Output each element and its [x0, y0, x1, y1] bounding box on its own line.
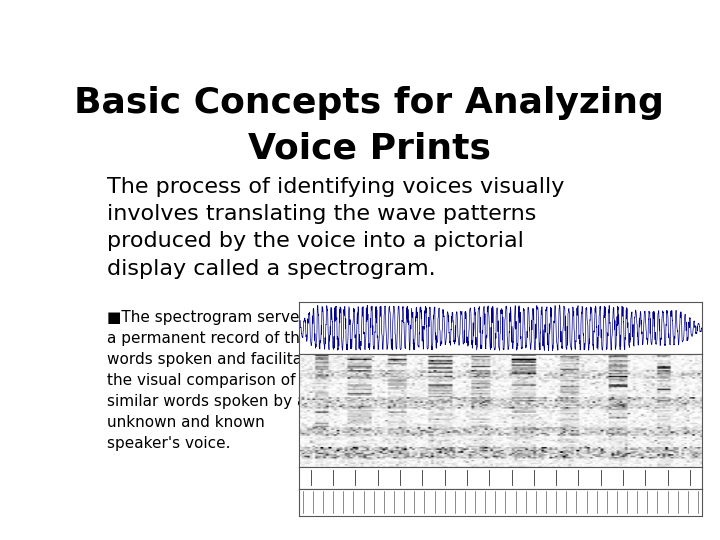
Text: The process of identifying voices visually
involves translating the wave pattern: The process of identifying voices visual… — [107, 177, 564, 279]
Text: ■The spectrogram serves as
a permanent record of the
words spoken and facilitate: ■The spectrogram serves as a permanent r… — [107, 310, 330, 451]
Text: Basic Concepts for Analyzing: Basic Concepts for Analyzing — [74, 85, 664, 119]
Text: Voice Prints: Voice Prints — [248, 131, 490, 165]
